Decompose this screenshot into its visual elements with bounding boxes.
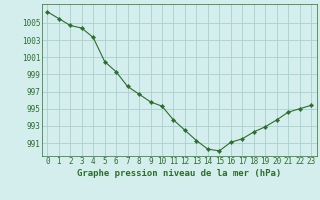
X-axis label: Graphe pression niveau de la mer (hPa): Graphe pression niveau de la mer (hPa) xyxy=(77,169,281,178)
